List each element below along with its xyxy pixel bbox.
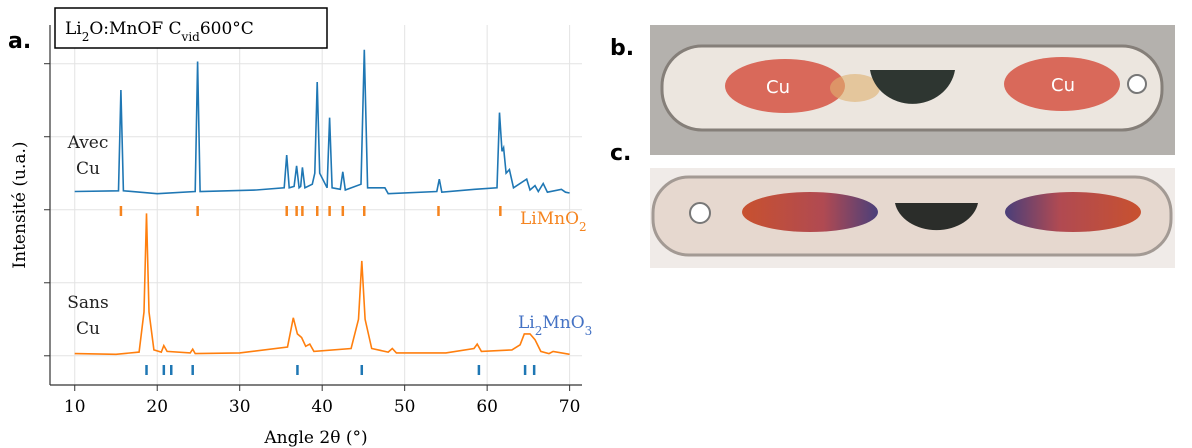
photo-label: Cu — [1051, 75, 1075, 96]
chart-title-part: 2 — [82, 30, 90, 44]
x-tick-label: 50 — [394, 397, 416, 417]
series-line — [74, 49, 570, 195]
chart-title-part: O:MnOF C — [89, 19, 181, 39]
series-line — [74, 213, 570, 356]
x-tick-label: 30 — [229, 397, 251, 417]
photo-c — [650, 168, 1175, 268]
x-axis-label: Angle 2θ (°) — [263, 428, 367, 448]
chart-title-part: vid — [181, 30, 201, 44]
reference-label-part: Li — [518, 313, 535, 333]
reference-label-part: 2 — [579, 220, 587, 234]
reference-label: LiMnO2 — [520, 209, 587, 234]
x-tick-label: 40 — [311, 397, 333, 417]
reference-label: Li2MnO3 — [518, 313, 592, 338]
chart-title-part: 600°C — [200, 19, 254, 39]
reference-label-part: MnO — [542, 313, 584, 333]
reference-label-part: 3 — [585, 324, 593, 338]
reference-label-part: LiMnO — [520, 209, 579, 229]
panel-label: c. — [610, 141, 631, 166]
photo-b: Cu Cu — [650, 25, 1175, 155]
x-tick-label: 10 — [64, 397, 86, 417]
chart-title: Li2O:MnOF Cvid600°C — [65, 19, 254, 44]
reference-label-part: 2 — [535, 324, 543, 338]
grid — [50, 25, 582, 385]
series-label: Avec Cu — [67, 133, 109, 179]
panel-label: b. — [610, 36, 634, 61]
photo-label: Cu — [766, 77, 790, 98]
series-label: Sans Cu — [67, 293, 109, 339]
chart-title-part: Li — [65, 19, 82, 39]
x-tick-label: 70 — [559, 397, 581, 417]
title-box — [54, 7, 328, 49]
y-axis-label: Intensité (u.a.) — [10, 141, 30, 268]
x-tick-label: 20 — [146, 397, 168, 417]
x-tick-label: 60 — [476, 397, 498, 417]
panel-label: a. — [8, 29, 31, 54]
